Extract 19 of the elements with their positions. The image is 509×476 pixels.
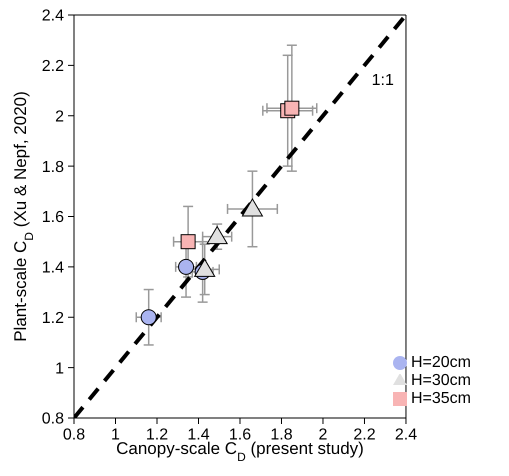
y-tick-label: 1.8: [42, 158, 64, 176]
y-tick-label: 1.6: [42, 209, 64, 226]
point: [284, 100, 300, 116]
legend-label: H=20cm: [410, 354, 471, 371]
point: [206, 226, 228, 244]
y-tick-label: 1.4: [42, 260, 64, 277]
legend-label: H=30cm: [410, 372, 471, 389]
point: [140, 309, 157, 326]
y-tick-label: 0.8: [42, 410, 64, 428]
y-tick-label: 1: [55, 360, 64, 378]
y-tick-label: 2.4: [42, 8, 64, 25]
annotation: 1:1: [372, 72, 394, 90]
point: [242, 198, 263, 216]
legend-label: H=35cm: [410, 390, 471, 407]
x-tick-label: 2.4: [394, 426, 418, 444]
point: [180, 234, 196, 250]
y-tick-label: 2.2: [42, 58, 64, 76]
y-tick-label: 2: [55, 108, 64, 126]
y-tick-label: 1.2: [42, 310, 64, 327]
